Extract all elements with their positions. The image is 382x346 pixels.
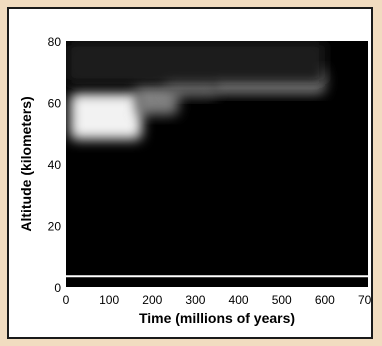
x-tick-label: 500	[272, 293, 292, 307]
heatmap-regions	[66, 41, 325, 140]
heatmap-cell-region	[70, 93, 142, 140]
y-tick-label: 40	[48, 158, 62, 172]
y-axis-ticks: 0 20 40 60 80	[48, 35, 62, 295]
x-tick-label: 0	[63, 293, 70, 307]
y-tick-label: 20	[48, 220, 62, 234]
y-tick-label: 0	[54, 281, 61, 295]
y-tick-label: 60	[48, 97, 62, 111]
y-tick-label: 80	[48, 35, 62, 49]
x-axis-ticks: 0 100 200 300 400 500 600 700	[63, 293, 371, 307]
heatmap-chart: 0 100 200 300 400 500 600 700 0 20 40 60 80 Time (m…	[18, 35, 371, 326]
figure-frame: 0 100 200 300 400 500 600 700 0 20 40 60 80 Time (m…	[7, 7, 373, 339]
x-tick-label: 200	[142, 293, 162, 307]
y-axis-label: Altitude (kilometers)	[18, 96, 34, 231]
heatmap-cell-region	[66, 41, 325, 85]
x-tick-label: 700	[358, 293, 371, 307]
x-axis-label: Time (millions of years)	[139, 310, 295, 326]
x-tick-label: 300	[185, 293, 205, 307]
x-tick-label: 600	[315, 293, 335, 307]
x-tick-label: 400	[229, 293, 249, 307]
x-tick-label: 100	[99, 293, 119, 307]
